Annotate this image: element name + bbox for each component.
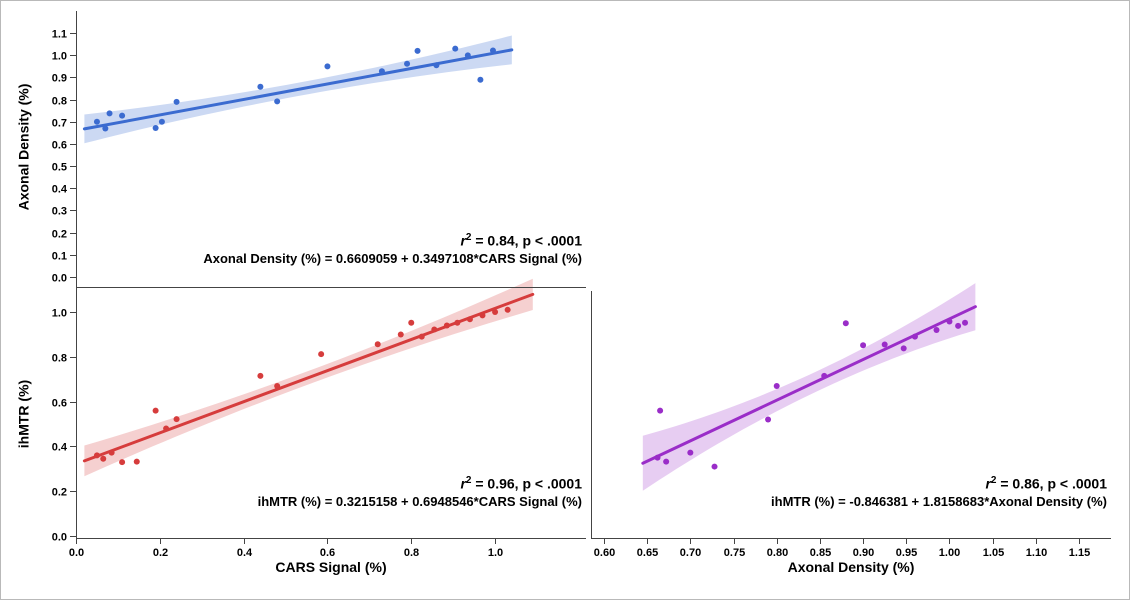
svg-text:0.2: 0.2 [52,487,67,499]
svg-text:0.8: 0.8 [404,547,419,559]
svg-text:1.1: 1.1 [52,29,67,41]
svg-text:0.0: 0.0 [52,532,67,544]
stats-annotation-axonal-vs-cars: r2 = 0.84, p < .0001 Axonal Density (%) … [203,229,582,267]
svg-text:0.5: 0.5 [52,162,67,174]
svg-text:0.1: 0.1 [52,251,67,263]
svg-text:0.9: 0.9 [52,73,67,85]
r-squared-text: r2 = 0.84, p < .0001 [460,232,582,249]
svg-text:0.70: 0.70 [680,547,701,559]
r-squared-text: r2 = 0.86, p < .0001 [985,475,1107,492]
fit-equation-text: ihMTR (%) = -0.846381 + 1.8158683*Axonal… [771,493,1107,509]
y-axis-title-ihmtr: ihMTR (%) [15,379,32,449]
svg-text:1.00: 1.00 [939,547,960,559]
svg-text:0.3: 0.3 [52,206,67,218]
svg-text:1.10: 1.10 [1026,547,1047,559]
x-axis-title-cars-signal: CARS Signal (%) [275,559,387,575]
svg-text:1.15: 1.15 [1069,547,1090,559]
svg-text:0.60: 0.60 [594,547,615,559]
svg-text:0.90: 0.90 [853,547,874,559]
svg-text:0.85: 0.85 [810,547,831,559]
svg-text:0.6: 0.6 [52,398,67,410]
svg-text:0.0: 0.0 [52,273,67,285]
svg-text:1.0: 1.0 [488,547,503,559]
svg-text:0.95: 0.95 [896,547,917,559]
svg-text:0.75: 0.75 [724,547,745,559]
svg-text:0.8: 0.8 [52,353,67,365]
y-axis-title-axonal-density: Axonal Density (%) [15,83,32,211]
svg-text:0.7: 0.7 [52,118,67,130]
svg-text:1.0: 1.0 [52,51,67,63]
svg-text:0.2: 0.2 [153,547,168,559]
svg-text:0.8: 0.8 [52,96,67,108]
svg-text:0.80: 0.80 [767,547,788,559]
svg-text:0.4: 0.4 [52,184,68,196]
svg-text:1.05: 1.05 [983,547,1004,559]
svg-text:1.0: 1.0 [52,308,67,320]
svg-text:0.6: 0.6 [52,140,67,152]
x-axis-title-axonal-density: Axonal Density (%) [787,559,915,575]
fit-equation-text: ihMTR (%) = 0.3215158 + 0.6948546*CARS S… [257,493,582,509]
svg-text:0.4: 0.4 [52,442,68,454]
svg-text:0.2: 0.2 [52,229,67,241]
svg-text:0.65: 0.65 [637,547,658,559]
fit-equation-text: Axonal Density (%) = 0.6609059 + 0.34971… [203,250,582,266]
stats-annotation-ihmtr-vs-axonal: r2 = 0.86, p < .0001 ihMTR (%) = -0.8463… [771,472,1107,510]
svg-text:0.6: 0.6 [320,547,335,559]
svg-text:0.0: 0.0 [69,547,84,559]
r-squared-text: r2 = 0.96, p < .0001 [460,475,582,492]
svg-text:0.4: 0.4 [237,547,253,559]
stats-annotation-ihmtr-vs-cars: r2 = 0.96, p < .0001 ihMTR (%) = 0.32151… [258,472,582,510]
